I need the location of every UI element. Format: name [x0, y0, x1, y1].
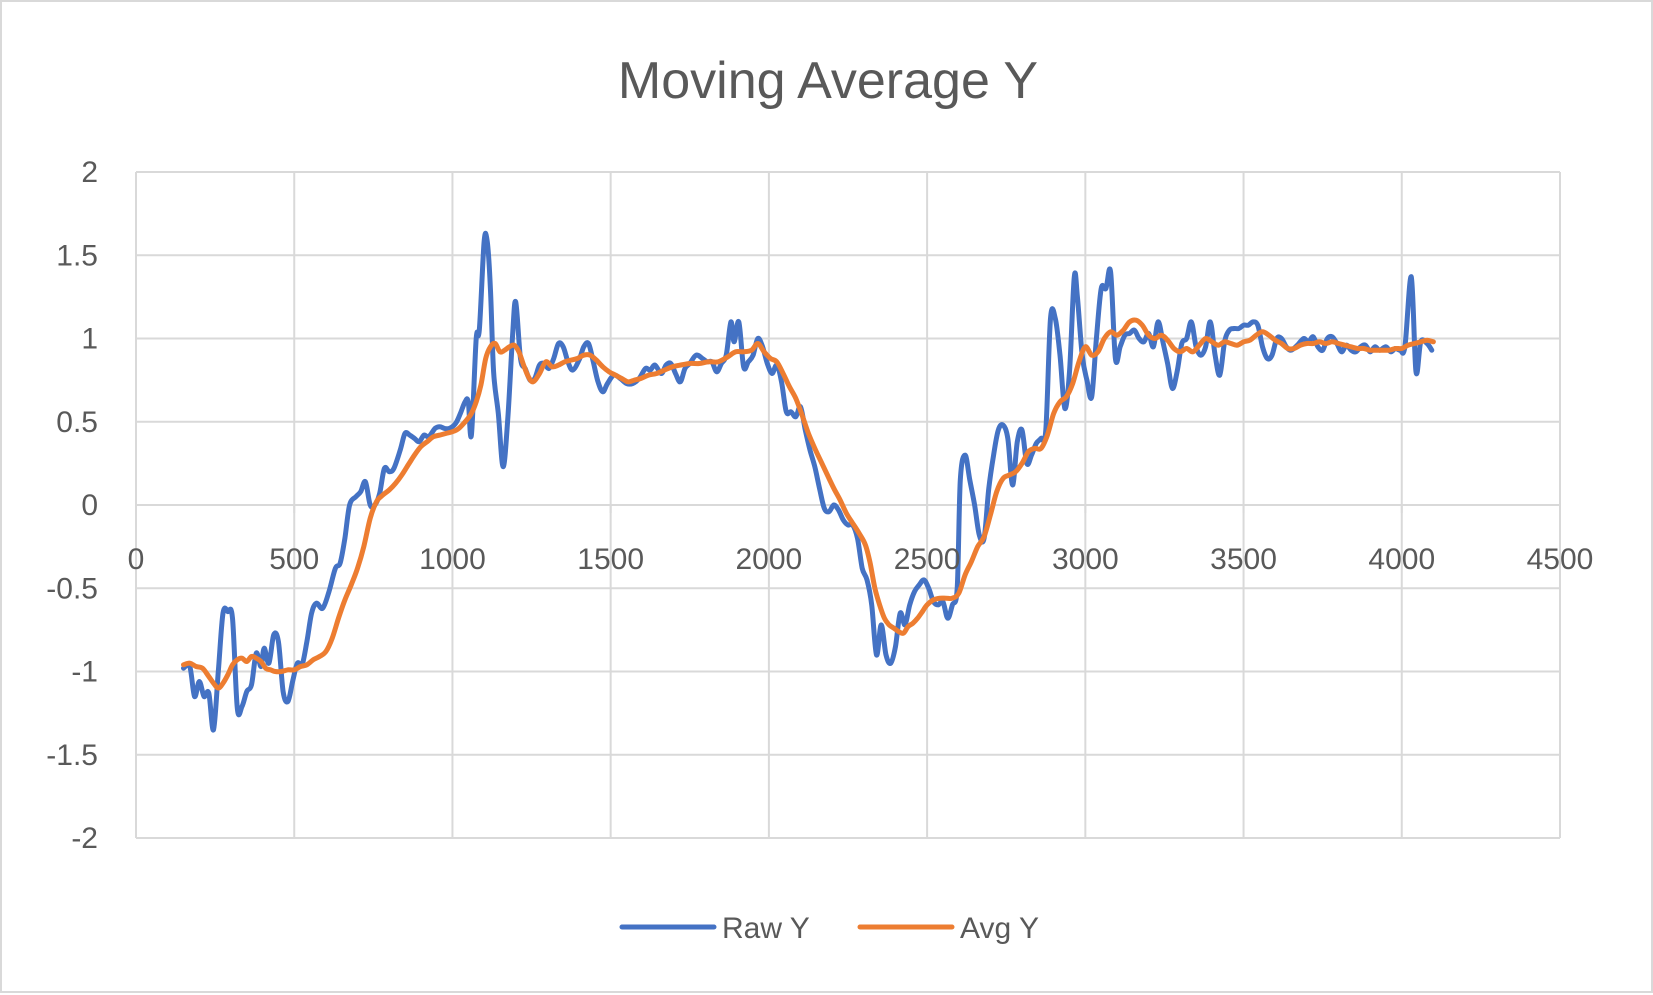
- x-tick-label: 1000: [419, 543, 486, 576]
- x-tick-label: 4000: [1368, 543, 1435, 576]
- y-tick-label: 0.5: [56, 406, 98, 439]
- legend-label-avg-y: Avg Y: [960, 912, 1039, 945]
- y-tick-label: -1.5: [46, 739, 98, 772]
- y-tick-label: 2: [81, 156, 98, 189]
- x-tick-label: 2500: [894, 543, 961, 576]
- y-tick-label: -1: [71, 656, 98, 689]
- x-tick-label: 2000: [736, 543, 803, 576]
- x-tick-label: 4500: [1527, 543, 1594, 576]
- chart-title: Moving Average Y: [618, 52, 1038, 110]
- series-lines: [181, 230, 1436, 733]
- y-tick-label: 1: [81, 323, 98, 356]
- legend: Raw Y Avg Y: [619, 912, 1039, 945]
- x-tick-label: 3500: [1210, 543, 1277, 576]
- y-tick-label: -2: [71, 822, 98, 855]
- x-tick-label: 500: [269, 543, 319, 576]
- legend-label-raw-y: Raw Y: [722, 912, 810, 945]
- y-tick-label: -0.5: [46, 572, 98, 605]
- x-tick-label: 3000: [1052, 543, 1119, 576]
- series-line-raw-y: [181, 230, 1435, 733]
- y-tick-label: 0: [81, 489, 98, 522]
- y-tick-label: 1.5: [56, 239, 98, 272]
- x-tick-label: 0: [128, 543, 145, 576]
- series-line-avg-y: [181, 317, 1436, 691]
- x-tick-label: 1500: [577, 543, 644, 576]
- tick-labels: 2 1.5 1 0.5 0 -0.5 -1 -1.5 -2 0 500 1000 1500 2000 250…: [46, 156, 1593, 855]
